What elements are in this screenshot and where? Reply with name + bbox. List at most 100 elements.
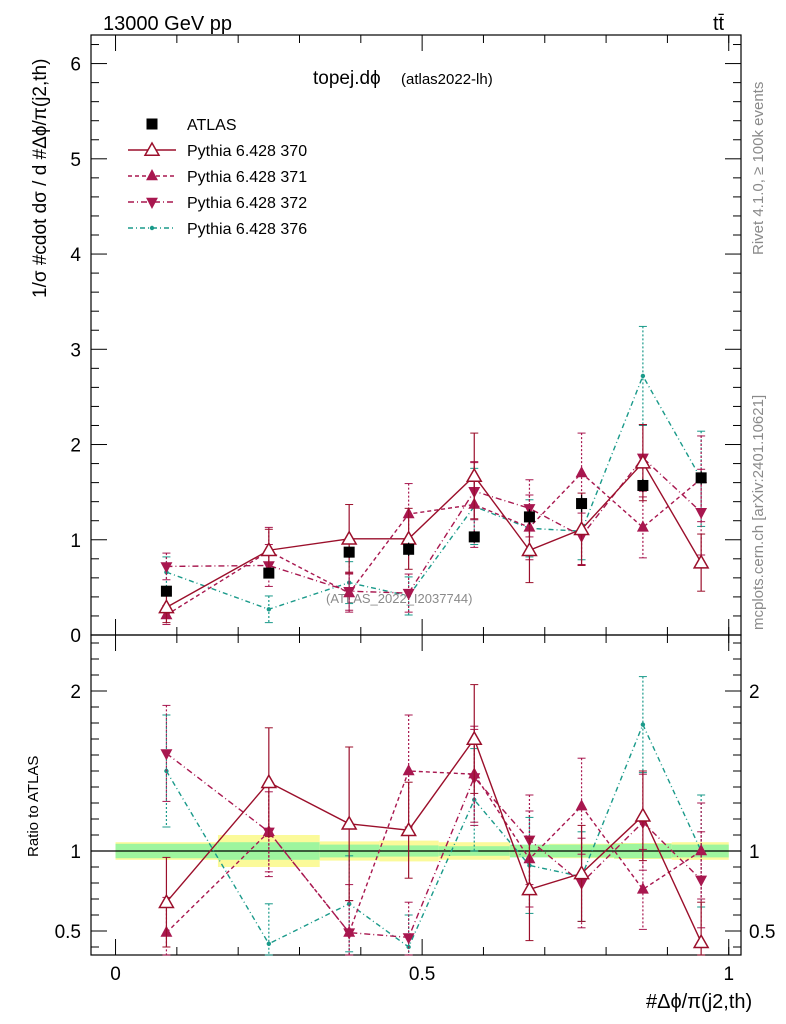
ratio-point (266, 941, 272, 946)
ratio-point (158, 893, 175, 909)
ratio-point (402, 933, 415, 945)
data-point (692, 554, 710, 569)
data-point (343, 586, 356, 598)
series-line (166, 456, 702, 594)
main-y-tick-label: 3 (70, 340, 81, 361)
analysis-name: topej.dϕ (313, 68, 381, 89)
data-point (634, 454, 652, 469)
ratio-point (400, 821, 417, 837)
atlas-point (468, 531, 480, 543)
legend-marker (143, 141, 161, 156)
legend-marker (146, 118, 158, 130)
main-y-tick-label: 1 (70, 531, 81, 552)
legend-entry-1: Pythia 6.428 370 (128, 141, 307, 160)
x-tick-label: 0 (110, 964, 121, 985)
data-point (158, 598, 175, 614)
data-point (521, 541, 538, 557)
atlas-point (343, 546, 355, 558)
ratio-point (346, 901, 352, 906)
rivet-version-label: Rivet 4.1.0, ≥ 100k events (750, 82, 767, 255)
x-tick-label: 1 (723, 964, 734, 985)
legend: ATLAS Pythia 6.428 370 Pythia 6.428 371 Pyt… (128, 117, 307, 238)
ratio-point (573, 864, 590, 880)
analysis-watermark: (ATLAS_2022_I2037744) (326, 591, 472, 606)
legend-entry-4: Pythia 6.428 376 (128, 221, 307, 238)
ratio-y-axis-title: Ratio to ATLAS (25, 756, 42, 857)
ratio-y-tick-label-left: 0.5 (55, 922, 81, 943)
legend-label: ATLAS (187, 117, 237, 134)
ratio-point (636, 882, 649, 894)
legend-label: Pythia 6.428 370 (187, 143, 307, 160)
atlas-point (523, 511, 535, 523)
analysis-tag: (atlas2022-lh) (401, 71, 493, 88)
main-plot-series (158, 325, 710, 626)
atlas-point (695, 472, 707, 484)
mcplots-label: mcplots.cern.ch [arXiv:2401.10621] (750, 395, 767, 630)
series-line (166, 472, 702, 616)
atlas-point (263, 567, 275, 579)
data-point (160, 562, 173, 574)
atlas-point (576, 498, 588, 510)
ratio-point (465, 730, 483, 745)
ratio-point (521, 880, 538, 896)
legend-label: Pythia 6.428 371 (187, 169, 307, 186)
ratio-point (640, 722, 646, 727)
main-y-axis-title: 1/σ #cdot dσ / d #Δϕ/π(j2,th) (30, 59, 51, 298)
data-point (402, 588, 415, 601)
axis-ticks: 0 1 2 3 4 5 6 0.5 0.5 1 1 2 2 0 0.5 1 (55, 35, 775, 985)
legend-label: Pythia 6.428 372 (187, 195, 307, 212)
legend-entry-3: Pythia 6.428 372 (128, 195, 307, 212)
ratio-point (695, 844, 708, 856)
ratio-point (160, 749, 173, 761)
atlas-point (160, 585, 172, 597)
data-point (266, 607, 272, 612)
series-4 (162, 325, 706, 624)
main-y-tick-label: 2 (70, 436, 81, 457)
series-line (166, 461, 702, 608)
main-y-tick-label: 6 (70, 55, 81, 76)
legend-entry-2: Pythia 6.428 371 (128, 169, 307, 186)
series-line (166, 374, 702, 611)
ratio-point (634, 807, 652, 822)
ratio-y-tick-label-right: 2 (749, 682, 760, 703)
ratio-y-tick-label-right: 0.5 (749, 922, 775, 943)
ratio-point (575, 799, 588, 811)
process-label: tt̄ (713, 13, 725, 35)
main-y-tick-label: 0 (70, 626, 81, 647)
energy-label: 13000 GeV pp (103, 13, 232, 35)
data-point (640, 373, 646, 379)
ratio-y-tick-label-left: 2 (70, 682, 81, 703)
atlas-point (403, 543, 415, 555)
x-tick-label: 0.5 (409, 964, 435, 985)
legend-marker (146, 197, 158, 209)
data-point (465, 467, 483, 482)
atlas-data (160, 471, 707, 597)
atlas-point (637, 479, 649, 491)
ratio-y-tick-label-right: 1 (749, 842, 760, 863)
ratio-plot-series (158, 676, 710, 956)
series-3 (160, 424, 708, 613)
ratio-point (343, 925, 356, 937)
ratio-series-3 (160, 704, 708, 956)
main-y-tick-label: 4 (70, 245, 81, 266)
main-y-tick-label: 5 (70, 150, 81, 171)
x-axis-title: #Δϕ/π(j2,th) (646, 991, 752, 1013)
ratio-point (695, 875, 708, 887)
ratio-series-4 (162, 676, 706, 956)
data-point (573, 520, 590, 536)
ratio-point (402, 764, 415, 776)
ratio-series-1 (158, 684, 710, 956)
ratio-y-tick-label-left: 1 (70, 842, 81, 863)
ratio-line (165, 722, 702, 949)
ratio-point (340, 815, 358, 830)
ratio-plot-frame (90, 634, 742, 956)
legend-entry-atlas: ATLAS (146, 117, 237, 134)
ratio-point (260, 773, 278, 789)
data-point (575, 466, 588, 478)
legend-label: Pythia 6.428 376 (187, 221, 307, 238)
data-point (260, 541, 278, 557)
legend-marker (146, 169, 158, 181)
data-point (636, 520, 649, 532)
legend-marker (149, 225, 155, 231)
